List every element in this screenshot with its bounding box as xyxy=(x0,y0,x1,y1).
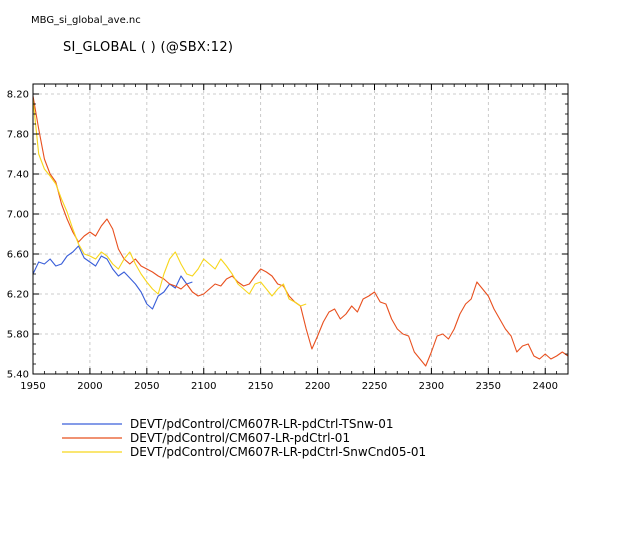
y-tick-label: 7.00 xyxy=(7,210,29,221)
x-tick-labels: 1950 2000 2050 2100 2150 2200 2250 2300 2350 2400 xyxy=(20,381,558,392)
x-tick-label: 2300 xyxy=(419,381,444,392)
y-tick-label: 8.20 xyxy=(7,90,29,101)
series-lines xyxy=(32,95,569,367)
legend-label-1: DEVT/pdControl/CM607R-LR-pdCtrl-TSnw-01 xyxy=(130,417,394,431)
x-tick-label: 2350 xyxy=(476,381,501,392)
series-line-3 xyxy=(32,98,307,307)
y-tick-label: 7.40 xyxy=(7,170,29,181)
x-tick-label: 1950 xyxy=(20,381,45,392)
legend: DEVT/pdControl/CM607R-LR-pdCtrl-TSnw-01D… xyxy=(62,417,426,459)
axis-ticks xyxy=(32,83,569,375)
x-tick-label: 2050 xyxy=(134,381,159,392)
plot-frame xyxy=(32,83,569,375)
grid-lines xyxy=(33,84,568,374)
x-tick-label: 2400 xyxy=(533,381,558,392)
x-tick-label: 2000 xyxy=(77,381,102,392)
x-tick-label: 2100 xyxy=(191,381,216,392)
series-line-2 xyxy=(32,95,569,367)
x-tick-label: 2150 xyxy=(248,381,273,392)
x-tick-label: 2200 xyxy=(305,381,330,392)
y-tick-labels: 5.40 5.80 6.20 6.60 7.00 7.40 7.80 8.20 xyxy=(7,90,29,381)
series-line-1 xyxy=(32,245,193,310)
x-tick-label: 2250 xyxy=(362,381,387,392)
y-tick-label: 7.80 xyxy=(7,130,29,141)
file-title: MBG_si_global_ave.nc xyxy=(31,15,141,26)
y-tick-label: 6.20 xyxy=(7,290,29,301)
legend-label-3: DEVT/pdControl/CM607R-LR-pdCtrl-SnwCnd05… xyxy=(130,445,426,459)
y-tick-label: 6.60 xyxy=(7,250,29,261)
y-tick-label: 5.40 xyxy=(7,370,29,381)
y-tick-label: 5.80 xyxy=(7,330,29,341)
plot-title: SI_GLOBAL ( ) (@SBX:12) xyxy=(63,40,234,55)
legend-label-2: DEVT/pdControl/CM607-LR-pdCtrl-01 xyxy=(130,431,350,445)
